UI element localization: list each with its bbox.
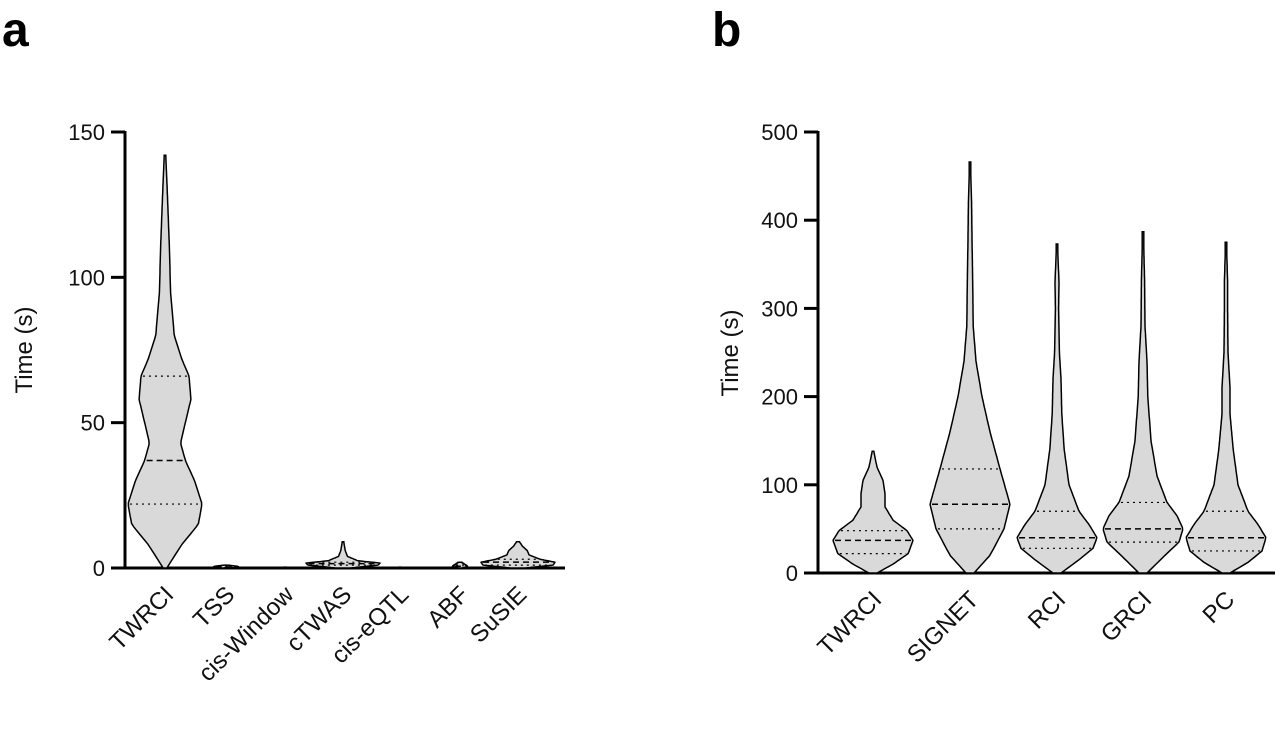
violin-susie xyxy=(480,541,556,569)
violin-shape xyxy=(1102,230,1184,574)
violin-tss xyxy=(212,564,240,569)
x-category-label: SuSIE xyxy=(465,581,532,648)
y-tick-label: 100 xyxy=(761,473,798,498)
y-tick-label: 100 xyxy=(68,265,105,290)
violin-plot-panel-b: 0 100 200 300 400 500 Time (s) TWRCI SIGNET RCI GR… xyxy=(717,120,1275,668)
violin-twrci xyxy=(127,154,203,569)
violin-ctwas xyxy=(304,541,382,569)
violin-grci xyxy=(1102,230,1184,574)
x-category-label: GRCI xyxy=(1096,586,1158,648)
y-tick-label: 0 xyxy=(93,556,105,581)
violin-abf xyxy=(451,561,469,569)
x-category-label: ABF xyxy=(422,581,474,633)
y-tick-label: 0 xyxy=(786,561,798,586)
violin-shape xyxy=(304,541,382,569)
y-axis-title: Time (s) xyxy=(11,306,38,393)
violin-cis-window xyxy=(282,566,288,569)
x-category-label: TWRCI xyxy=(813,586,888,661)
violin-shape xyxy=(397,566,403,569)
x-category-label: SIGNET xyxy=(902,586,985,669)
violin-cis-eqtl xyxy=(397,566,403,569)
x-category-label: PC xyxy=(1198,586,1241,629)
violin-signet xyxy=(929,161,1011,574)
violin-shape xyxy=(480,541,556,569)
violin-shape xyxy=(127,154,203,569)
violin-shape xyxy=(929,161,1011,574)
violin-shape xyxy=(282,566,288,569)
y-tick-label: 200 xyxy=(761,385,798,410)
violin-shape xyxy=(832,450,914,574)
y-tick-label: 50 xyxy=(81,411,105,436)
panel-label-b: b xyxy=(712,4,741,57)
y-tick-label: 150 xyxy=(68,120,105,145)
panel-label-a: a xyxy=(2,4,29,57)
violin-shape xyxy=(1185,241,1267,574)
violin-twrci xyxy=(832,450,914,574)
violin-pc xyxy=(1185,241,1267,574)
violin-shape xyxy=(1016,243,1098,574)
x-category-label: RCI xyxy=(1023,586,1071,634)
x-category-label: TSS xyxy=(188,581,240,633)
violin-rci xyxy=(1016,243,1098,574)
y-tick-label: 500 xyxy=(761,120,798,145)
y-axis-title: Time (s) xyxy=(717,309,744,396)
y-tick-label: 400 xyxy=(761,208,798,233)
violin-shape xyxy=(451,561,469,569)
x-category-label: TWRCI xyxy=(105,581,180,656)
y-tick-label: 300 xyxy=(761,296,798,321)
